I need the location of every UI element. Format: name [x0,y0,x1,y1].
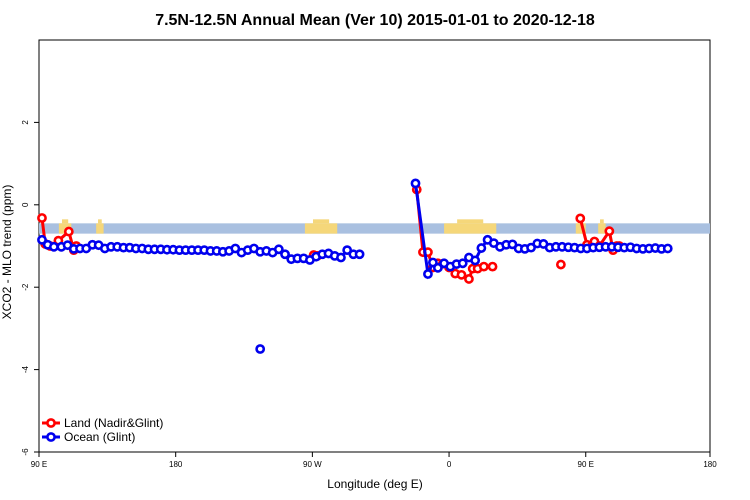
y-tick-label: -2 [21,283,30,291]
data-point [575,213,586,224]
data-point [37,213,47,223]
data-point [410,178,421,189]
data-point [457,258,468,269]
land-band-bump [98,219,102,224]
x-axis-label: Longitude (deg E) [327,477,422,491]
y-axis: -6 -4 -2 0 2 [21,120,39,456]
data-point [63,226,74,237]
data-point [49,241,59,252]
legend-label: Ocean (Glint) [64,430,135,444]
x-tick-label: 180 [169,460,183,469]
ocean-band [39,223,710,234]
y-axis-label: XCO2 - MLO trend (ppm) [0,185,14,320]
data-point [456,269,467,280]
land-band-segment [575,223,586,234]
data-point [487,261,498,272]
data-point [354,249,365,260]
y-tick-label: 2 [21,120,30,125]
legend-label: Land (Nadir&Glint) [64,416,163,430]
land-band-bump [312,219,330,224]
series-layer [37,178,673,354]
data-point [37,234,47,245]
data-point [336,252,346,263]
legend: Land (Nadir&Glint)Ocean (Glint) [42,416,163,444]
chart-title: 7.5N-12.5N Annual Mean (Ver 10) 2015-01-… [155,12,595,29]
land-band-bump [600,219,604,224]
data-point [476,243,487,253]
land-band-segment [304,223,338,234]
data-point [280,249,290,260]
legend-marker [46,432,56,442]
y-tick-label: -6 [21,448,30,456]
land-band-segment [598,223,606,234]
data-point [432,262,443,273]
data-point [464,274,474,284]
x-tick-label: 180 [703,460,717,469]
data-point [470,255,481,266]
land-band-segment [444,223,497,234]
legend-marker [46,418,56,428]
data-point [478,261,489,272]
y-tick-label: -4 [21,365,30,373]
data-point [662,243,673,254]
data-point [255,344,266,354]
x-tick-label: 90 E [31,460,47,469]
x-axis: 90 E 180 90 W 0 90 E 180 [31,452,717,469]
x-tick-label: 0 [447,460,452,469]
x-tick-label: 90 W [303,460,322,469]
series-ocean-glint [37,178,673,354]
data-point [423,269,433,279]
land-band-bump [457,219,484,224]
data-point [555,259,566,270]
land-band-segment [96,223,104,234]
y-tick-label: 0 [21,202,30,207]
land-band-bump [61,219,69,224]
data-point [273,244,284,255]
data-point [604,226,615,237]
plot-area-frame [38,39,711,453]
series-land-nadir-glint [37,184,625,284]
x-tick-label: 90 E [578,460,594,469]
